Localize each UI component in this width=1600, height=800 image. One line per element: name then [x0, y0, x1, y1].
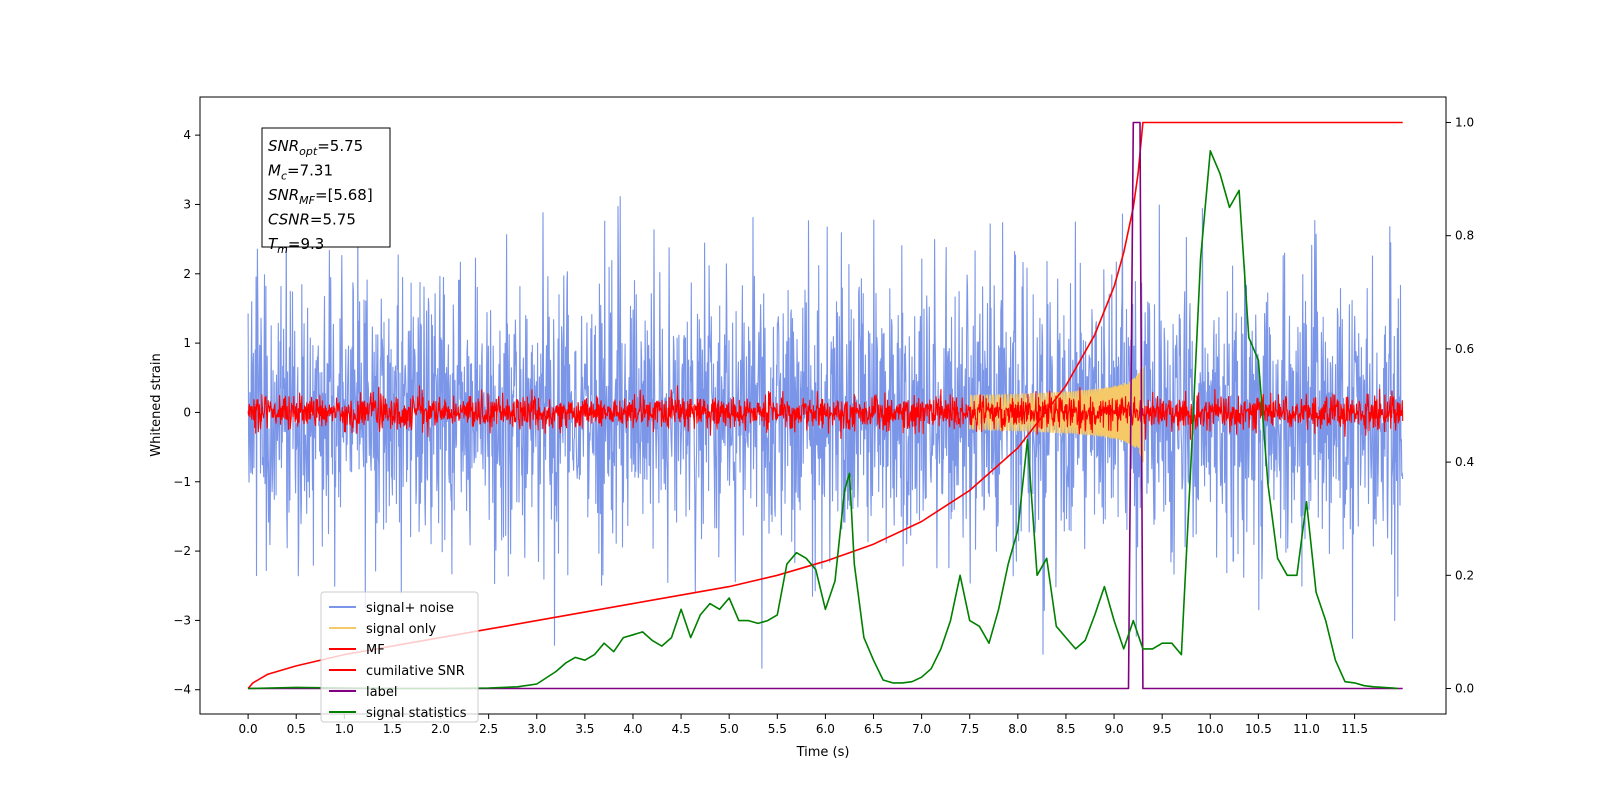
y-tick-label: 0: [183, 405, 191, 419]
series-mf: [247, 385, 1404, 440]
legend-item-signal-only: signal only: [329, 622, 436, 637]
x-tick-label: 11.0: [1293, 722, 1320, 736]
y-axis-left: −4 −3 −2 −1 0 1 2 3 4: [173, 128, 200, 697]
y-tick-label: −1: [173, 475, 191, 489]
x-tick-label: 6.0: [816, 722, 835, 736]
annotation-line: SNRopt=5.75: [268, 137, 363, 158]
y-axis-right: 0.0 0.2 0.4 0.6 0.8 1.0: [1446, 115, 1474, 696]
legend-item-cumilative-snr: cumilative SNR: [329, 664, 465, 679]
x-tick-label: 4.0: [623, 722, 642, 736]
x-tick-label: 1.5: [383, 722, 402, 736]
y-tick-label: −3: [173, 613, 191, 627]
y2-tick-label: 0.2: [1455, 568, 1474, 582]
annotation-box: SNRopt=5.75 Mc=7.31 SNRMF=[5.68] CSNR=5.75 T…: [261, 127, 391, 256]
legend-label: signal statistics: [366, 706, 467, 721]
x-tick-label: 2.0: [431, 722, 450, 736]
x-tick-label: 8.5: [1056, 722, 1075, 736]
legend-label: cumilative SNR: [366, 664, 465, 679]
x-tick-label: 2.5: [479, 722, 498, 736]
y2-tick-label: 0.0: [1455, 682, 1474, 696]
y-axis-label: Whitened strain: [149, 353, 164, 456]
x-tick-label: 10.5: [1245, 722, 1272, 736]
y-tick-label: 2: [183, 267, 191, 281]
annotation-line: Mc=7.31: [268, 162, 333, 183]
x-tick-label: 0.0: [239, 722, 258, 736]
annotation-lines: SNRopt=5.75 Mc=7.31 SNRMF=[5.68] CSNR=5.75 T…: [268, 137, 373, 256]
y2-tick-label: 0.4: [1455, 455, 1474, 469]
x-tick-label: 5.0: [720, 722, 739, 736]
y-tick-label: −2: [173, 544, 191, 558]
x-tick-label: 10.0: [1197, 722, 1224, 736]
series-label: [248, 121, 1403, 690]
x-tick-label: 6.5: [864, 722, 883, 736]
legend-label: signal only: [366, 622, 436, 637]
annotation-line: Tm=9.3: [268, 235, 324, 256]
y2-tick-label: 1.0: [1455, 115, 1474, 129]
x-tick-label: 8.0: [1008, 722, 1027, 736]
x-tick-label: 0.5: [287, 722, 306, 736]
x-tick-label: 4.5: [672, 722, 691, 736]
x-tick-label: 9.5: [1153, 722, 1172, 736]
legend-label: MF: [366, 643, 385, 658]
x-tick-label: 3.5: [575, 722, 594, 736]
x-tick-label: 1.0: [335, 722, 354, 736]
legend: signal+ noise signal only MF cumilative SNR…: [320, 591, 479, 723]
legend-label: label: [366, 685, 397, 700]
legend-items: signal+ noise signal only MF cumilative SNR…: [329, 601, 467, 721]
x-tick-label: 3.0: [527, 722, 546, 736]
x-tick-label: 7.0: [912, 722, 931, 736]
series-signal-statistics: [248, 150, 1398, 690]
x-tick-label: 7.5: [960, 722, 979, 736]
y-tick-label: 4: [183, 128, 191, 142]
x-axis: 0.0 0.5 1.0 1.5 2.0 2.5 3.0 3.5 4.0 4.5 5.0 5.5 6.0 6…: [239, 714, 1368, 736]
legend-item-label: label: [329, 685, 397, 700]
x-tick-label: 5.5: [768, 722, 787, 736]
legend-label: signal+ noise: [366, 601, 454, 616]
x-axis-label: Time (s): [796, 745, 850, 760]
y2-tick-label: 0.6: [1455, 342, 1474, 356]
legend-item-signal-statistics: signal statistics: [329, 706, 467, 721]
x-tick-label: 11.5: [1341, 722, 1368, 736]
x-tick-label: 9.0: [1105, 722, 1124, 736]
legend-frame: [320, 591, 479, 723]
annotation-line: SNRMF=[5.68]: [268, 186, 373, 207]
y-tick-label: −4: [173, 683, 191, 697]
annotation-line: CSNR=5.75: [268, 211, 356, 229]
legend-item-mf: MF: [329, 643, 385, 658]
axes-frame: [199, 96, 1447, 715]
annotation-frame: [261, 127, 391, 248]
y-tick-label: 1: [183, 336, 191, 350]
legend-item-signal-noise: signal+ noise: [329, 601, 454, 616]
y-tick-label: 3: [183, 197, 191, 211]
y2-tick-label: 0.8: [1455, 229, 1474, 243]
